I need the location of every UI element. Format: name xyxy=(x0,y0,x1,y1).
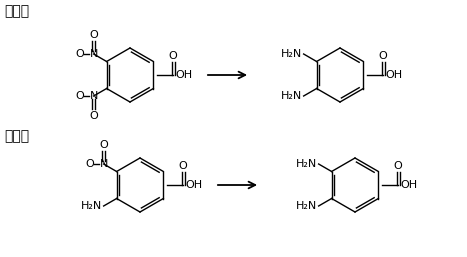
Text: H₂N: H₂N xyxy=(280,49,302,59)
Text: OH: OH xyxy=(400,180,417,190)
Text: N: N xyxy=(90,49,98,59)
Text: H₂N: H₂N xyxy=(80,201,102,211)
Text: O: O xyxy=(178,161,187,171)
Text: H₂N: H₂N xyxy=(295,159,317,169)
Text: 方法二: 方法二 xyxy=(4,129,29,143)
Text: N: N xyxy=(90,91,98,101)
Text: H₂N: H₂N xyxy=(295,201,317,211)
Text: O: O xyxy=(394,161,403,171)
Text: OH: OH xyxy=(385,70,402,80)
Text: O: O xyxy=(379,51,387,61)
Text: H₂N: H₂N xyxy=(280,91,302,101)
Text: O: O xyxy=(99,140,108,150)
Text: O: O xyxy=(75,49,84,59)
Text: O: O xyxy=(89,111,98,121)
Text: O: O xyxy=(89,30,98,40)
Text: OH: OH xyxy=(175,70,192,80)
Text: OH: OH xyxy=(185,180,202,190)
Text: O: O xyxy=(169,51,177,61)
Text: O: O xyxy=(85,159,94,169)
Text: N: N xyxy=(99,159,108,169)
Text: O: O xyxy=(75,91,84,101)
Text: 方法一: 方法一 xyxy=(4,4,29,18)
